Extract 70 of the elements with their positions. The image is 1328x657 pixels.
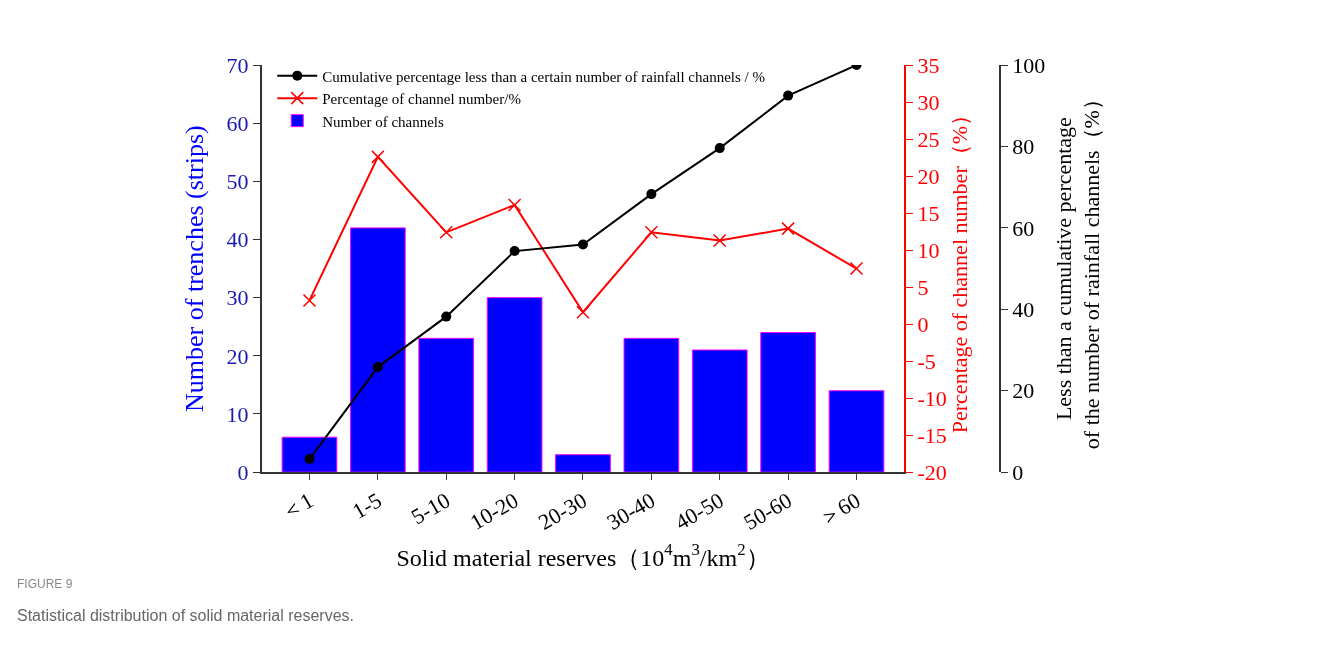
y-tick-label: 60: [226, 110, 249, 136]
point: [714, 143, 725, 154]
y-tick-label: 70: [226, 52, 249, 78]
y3-tick-label: 20: [1012, 378, 1035, 404]
x-tick-label: 30-40: [602, 487, 660, 535]
y3-axis-title: Less than a cumulative percentage of the number of rainfall channels（%）: [1050, 88, 1105, 450]
y2-tick-label: 0: [917, 311, 929, 337]
caption: FIGURE 9: [17, 577, 73, 591]
y-tick-label: 50: [226, 169, 249, 195]
point: [372, 362, 383, 373]
point: [646, 189, 657, 200]
y2-tick-label: 20: [917, 163, 940, 189]
point: [439, 225, 453, 240]
x-tick-label: 5-10: [406, 487, 455, 530]
y2-tick-label: 35: [917, 52, 940, 78]
y2-tick-label: 10: [917, 237, 940, 263]
point: [849, 261, 864, 276]
x-tick-label: 20-30: [534, 487, 591, 535]
y2-tick-label: 30: [917, 89, 940, 115]
x-tick-label: 50-60: [739, 487, 797, 535]
x-tick-label: ＞60: [813, 487, 865, 532]
x-tick-label: 40-50: [670, 487, 728, 535]
text: Statistical distribution of solid material reserves.: [17, 607, 355, 624]
point: [644, 225, 659, 240]
bar: [486, 297, 543, 473]
y-tick-label: 40: [226, 227, 249, 253]
legend-label: Percentage of channel number/%: [322, 91, 521, 107]
point: [507, 198, 522, 212]
point: [509, 246, 520, 257]
bar: [828, 390, 885, 473]
bar: [623, 337, 680, 473]
y2-axis-title: Percentage of channel number（%）: [946, 103, 972, 434]
y3-tick-label: 0: [1012, 459, 1024, 485]
y-tick-label: 0: [237, 459, 249, 485]
bar: [281, 436, 338, 473]
point: [304, 454, 315, 465]
x-tick-label: 1-5: [347, 487, 386, 524]
bar: [760, 332, 816, 473]
y2-tick-label: 5: [917, 274, 929, 300]
point: [302, 293, 317, 308]
point: [783, 90, 794, 101]
x-axis-title: Solid material reserves（10$^{4}$m$^{3}$/km$^{2}$）: [396, 540, 770, 571]
x-tick-label: 10-20: [465, 487, 523, 535]
y3-tick-label: 40: [1012, 296, 1035, 322]
point: [441, 311, 452, 322]
legend-label: Number of channels: [322, 113, 445, 130]
bar: [555, 454, 611, 473]
y3-tick-label: 100: [1012, 52, 1046, 78]
point: [713, 233, 727, 248]
point: [576, 305, 590, 319]
y-tick-label: 30: [226, 285, 249, 311]
x-tick-label: ＜1: [276, 487, 318, 526]
point: [578, 239, 588, 250]
y2-tick-label: -10: [917, 385, 947, 411]
bar: [350, 227, 406, 473]
y2-tick-label: -5: [917, 348, 936, 374]
y2-tick-label: -20: [917, 459, 947, 485]
bar: [418, 337, 475, 473]
y2-tick-label: 15: [917, 200, 940, 226]
y2-tick-label: -15: [917, 422, 947, 448]
legend-label: Cumulative percentage less than a certain number of rainfall channels / %: [322, 68, 765, 85]
point: [781, 221, 795, 236]
y-axis-title: Number of trenches (strips): [180, 125, 210, 412]
point: [371, 150, 385, 164]
y2-tick-label: 25: [917, 126, 940, 152]
y-tick-label: 10: [226, 401, 249, 427]
y3-tick-label: 60: [1012, 215, 1035, 241]
y3-tick-label: 80: [1012, 134, 1035, 160]
y-tick-label: 20: [226, 343, 249, 369]
bar: [691, 349, 748, 473]
